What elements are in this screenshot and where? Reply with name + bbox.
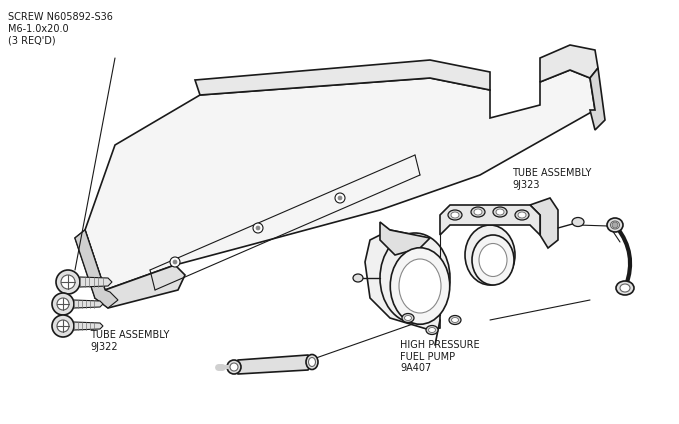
Polygon shape	[590, 68, 605, 130]
Ellipse shape	[610, 221, 619, 229]
Ellipse shape	[493, 207, 507, 217]
Circle shape	[338, 196, 342, 200]
Polygon shape	[95, 265, 185, 308]
Ellipse shape	[230, 363, 238, 371]
Polygon shape	[440, 205, 540, 235]
Circle shape	[612, 222, 618, 228]
Ellipse shape	[472, 235, 514, 285]
Ellipse shape	[572, 218, 584, 226]
Ellipse shape	[426, 326, 438, 335]
Circle shape	[335, 193, 345, 203]
Ellipse shape	[353, 274, 363, 282]
Polygon shape	[75, 230, 105, 298]
Ellipse shape	[402, 313, 414, 323]
Ellipse shape	[405, 315, 411, 321]
Ellipse shape	[620, 284, 630, 292]
Polygon shape	[80, 277, 112, 287]
Polygon shape	[74, 300, 103, 308]
Ellipse shape	[448, 210, 462, 220]
Circle shape	[253, 223, 263, 233]
Polygon shape	[365, 230, 440, 330]
Polygon shape	[540, 45, 598, 82]
Ellipse shape	[452, 318, 458, 323]
Circle shape	[57, 320, 69, 332]
Ellipse shape	[518, 212, 526, 218]
Circle shape	[170, 257, 180, 267]
Text: TUBE ASSEMBLY
9J323: TUBE ASSEMBLY 9J323	[512, 168, 591, 190]
Polygon shape	[530, 198, 558, 248]
Ellipse shape	[428, 327, 435, 332]
Ellipse shape	[616, 281, 634, 295]
Ellipse shape	[515, 210, 529, 220]
Ellipse shape	[607, 218, 623, 232]
Circle shape	[61, 275, 75, 289]
Ellipse shape	[465, 225, 515, 285]
Polygon shape	[380, 222, 430, 255]
Ellipse shape	[449, 315, 461, 324]
Polygon shape	[74, 322, 103, 330]
Ellipse shape	[380, 233, 450, 323]
Circle shape	[52, 315, 74, 337]
Polygon shape	[75, 230, 118, 308]
Circle shape	[173, 260, 177, 264]
Ellipse shape	[399, 259, 441, 313]
Ellipse shape	[479, 243, 507, 276]
Ellipse shape	[496, 209, 504, 215]
Circle shape	[52, 293, 74, 315]
Ellipse shape	[306, 354, 318, 369]
Ellipse shape	[471, 207, 485, 217]
Text: TUBE ASSEMBLY
9J322: TUBE ASSEMBLY 9J322	[90, 330, 169, 351]
Circle shape	[56, 270, 80, 294]
Polygon shape	[235, 355, 312, 374]
Circle shape	[57, 298, 69, 310]
Ellipse shape	[390, 248, 449, 324]
Ellipse shape	[227, 360, 241, 374]
Text: HIGH PRESSURE
FUEL PUMP
9A407: HIGH PRESSURE FUEL PUMP 9A407	[400, 340, 479, 373]
Ellipse shape	[474, 209, 482, 215]
Polygon shape	[85, 70, 595, 290]
Ellipse shape	[451, 212, 459, 218]
Text: SCREW N605892-S36
M6-1.0x20.0
(3 REQ'D): SCREW N605892-S36 M6-1.0x20.0 (3 REQ'D)	[8, 12, 113, 45]
Circle shape	[256, 226, 260, 230]
Polygon shape	[195, 60, 490, 95]
Ellipse shape	[308, 357, 316, 366]
